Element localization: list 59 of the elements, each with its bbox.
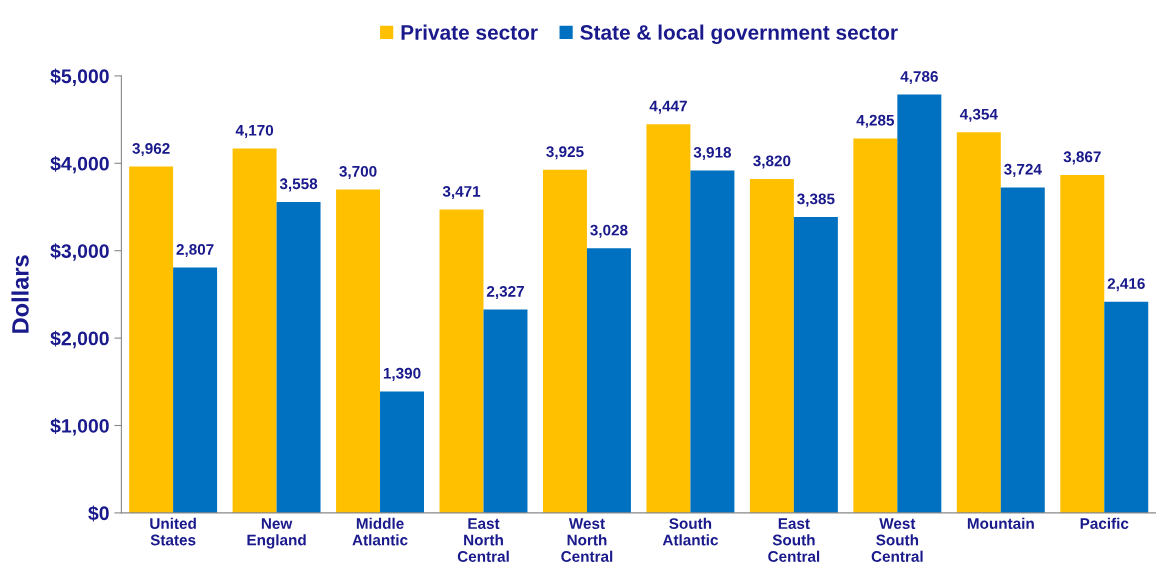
y-axis-title: Dollars xyxy=(11,255,29,333)
x-tick-label: South Atlantic xyxy=(662,517,718,546)
data-label: 3,820 xyxy=(753,155,791,169)
x-tick-label: New England xyxy=(247,518,306,549)
bar xyxy=(897,94,942,513)
x-tick-label: United States xyxy=(150,517,196,546)
data-label: 2,327 xyxy=(486,285,524,299)
data-label: 3,962 xyxy=(132,143,170,157)
x-tick-label: West South Central xyxy=(871,518,923,562)
bar xyxy=(483,309,528,513)
x-tick-label: Middle Atlantic xyxy=(352,517,408,546)
data-label: 4,786 xyxy=(900,71,938,85)
data-label: 3,925 xyxy=(546,146,584,160)
y-tick-label: $4,000 xyxy=(50,155,109,174)
bar xyxy=(542,169,587,513)
bar xyxy=(1104,301,1149,513)
bar xyxy=(380,391,425,513)
data-label: 4,285 xyxy=(856,114,895,128)
bar xyxy=(439,209,484,513)
data-label: 3,558 xyxy=(279,178,318,192)
data-label: 4,354 xyxy=(959,108,998,122)
bar xyxy=(173,267,218,513)
y-tick-label: $1,000 xyxy=(50,418,109,436)
x-tick-label: East North Central xyxy=(457,518,509,562)
data-label: 3,700 xyxy=(339,165,377,179)
bar xyxy=(232,148,277,513)
bar xyxy=(336,189,381,513)
bar xyxy=(1060,174,1105,513)
bar xyxy=(749,179,794,513)
bar xyxy=(586,248,631,513)
bar xyxy=(956,132,1001,513)
data-label: 1,390 xyxy=(383,367,421,381)
y-tick-label: $2,000 xyxy=(50,330,109,349)
data-label: 3,471 xyxy=(442,185,481,200)
x-tick-label: Mountain xyxy=(967,517,1034,529)
data-label: 4,447 xyxy=(649,100,687,114)
data-label: 3,028 xyxy=(590,224,628,238)
x-tick-label: West North Central xyxy=(561,518,613,562)
data-label: 2,807 xyxy=(176,244,214,258)
y-tick-label: $0 xyxy=(88,505,109,522)
bar xyxy=(793,217,838,513)
legend-label: State & local government sector xyxy=(580,24,898,45)
data-label: 3,918 xyxy=(693,146,732,160)
bar xyxy=(853,138,898,513)
data-label: 4,170 xyxy=(235,124,274,138)
bar xyxy=(1000,187,1045,513)
legend-label: Private sector xyxy=(401,24,538,40)
data-label: 3,724 xyxy=(1004,163,1042,177)
y-tick-label: $5,000 xyxy=(50,68,109,86)
data-label: 3,385 xyxy=(797,193,835,207)
data-label: 3,867 xyxy=(1063,151,1101,165)
bar xyxy=(276,201,321,513)
x-tick-label: Pacific xyxy=(1080,517,1129,529)
bar xyxy=(646,124,691,513)
y-tick-label: $3,000 xyxy=(50,243,109,261)
bar xyxy=(129,166,174,513)
x-tick-label: East South Central xyxy=(768,518,820,562)
bar xyxy=(690,170,735,513)
data-label: 2,416 xyxy=(1107,278,1145,292)
